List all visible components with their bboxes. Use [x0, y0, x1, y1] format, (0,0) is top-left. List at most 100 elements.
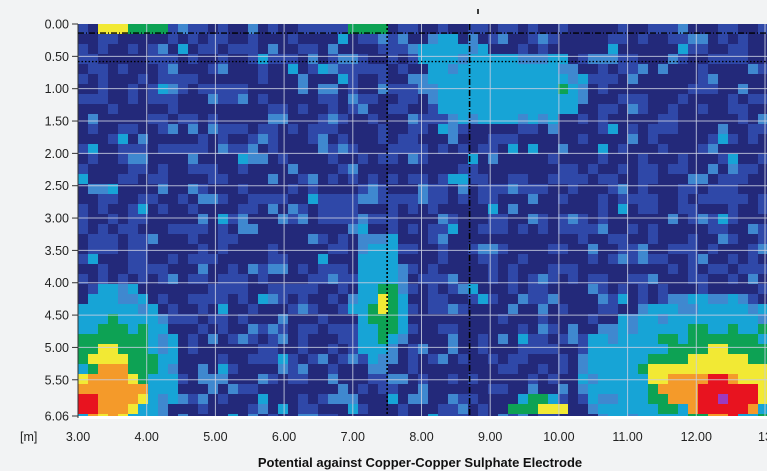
heatmap-cell [728, 334, 738, 344]
heatmap-cell [188, 344, 198, 354]
heatmap-cell [358, 344, 368, 354]
heatmap-cell [738, 414, 748, 416]
heatmap-cell [458, 44, 468, 54]
heatmap-cell [98, 374, 108, 384]
heatmap-cell [648, 344, 658, 354]
heatmap-cell [368, 314, 378, 324]
heatmap-cell [98, 44, 108, 54]
heatmap-cell [138, 154, 148, 164]
heatmap-cell [628, 94, 638, 104]
heatmap-cell [378, 124, 388, 134]
heatmap-cell [648, 194, 658, 204]
heatmap-cell [568, 64, 578, 74]
heatmap-cell [568, 164, 578, 174]
heatmap-cell [528, 194, 538, 204]
heatmap-cell [698, 74, 708, 84]
heatmap-cell [698, 214, 708, 224]
heatmap-cell [238, 384, 248, 394]
heatmap-cell [708, 344, 718, 354]
heatmap-cell [328, 244, 338, 254]
heatmap-cell [698, 334, 708, 344]
heatmap-cell [508, 204, 518, 214]
heatmap-cell [358, 224, 368, 234]
heatmap-cell [478, 224, 488, 234]
heatmap-cell [388, 394, 398, 404]
heatmap-cell [88, 124, 98, 134]
heatmap-cell [108, 244, 118, 254]
heatmap-cell [148, 24, 158, 34]
heatmap-cell [668, 304, 678, 314]
heatmap-cell [538, 304, 548, 314]
heatmap-cell [148, 384, 158, 394]
heatmap-cell [618, 384, 628, 394]
heatmap-cell [388, 214, 398, 224]
heatmap-cell [598, 284, 608, 294]
heatmap-cell [328, 124, 338, 134]
heatmap-cell [538, 314, 548, 324]
heatmap-cell [188, 224, 198, 234]
heatmap-cell [128, 314, 138, 324]
heatmap-cell [518, 294, 528, 304]
heatmap-cell [608, 344, 618, 354]
heatmap-cell [468, 394, 478, 404]
heatmap-cell [488, 384, 498, 394]
heatmap-cell [698, 284, 708, 294]
heatmap-cell [728, 394, 738, 404]
heatmap-cell [258, 294, 268, 304]
heatmap-cell [458, 284, 468, 294]
heatmap-cell [358, 154, 368, 164]
heatmap-cell [508, 134, 518, 144]
heatmap-cell [218, 324, 228, 334]
heatmap-cell [678, 314, 688, 324]
heatmap-cell [518, 184, 528, 194]
heatmap-cell [618, 314, 628, 324]
heatmap-cell [208, 314, 218, 324]
heatmap-cell [308, 304, 318, 314]
heatmap-cell [368, 194, 378, 204]
heatmap-cell [668, 374, 678, 384]
heatmap-cell [408, 354, 418, 364]
heatmap-cell [558, 214, 568, 224]
heatmap-cell [578, 354, 588, 364]
heatmap-cell [358, 314, 368, 324]
heatmap-cell [208, 374, 218, 384]
heatmap-cell [78, 54, 88, 64]
heatmap-cell [628, 244, 638, 254]
heatmap-cell [488, 214, 498, 224]
heatmap-cell [408, 394, 418, 404]
heatmap-cell [448, 344, 458, 354]
heatmap-cell [598, 114, 608, 124]
heatmap-cell [188, 204, 198, 214]
heatmap-cell [168, 314, 178, 324]
heatmap-cell [278, 214, 288, 224]
heatmap-cell [698, 194, 708, 204]
heatmap-cell [518, 114, 528, 124]
heatmap-cell [478, 334, 488, 344]
heatmap-cell [128, 304, 138, 314]
heatmap-cell [758, 224, 767, 234]
heatmap-cell [138, 414, 148, 416]
heatmap-cell [618, 284, 628, 294]
heatmap-cell [638, 384, 648, 394]
heatmap-cell [138, 374, 148, 384]
heatmap-cell [208, 254, 218, 264]
heatmap-cell [178, 44, 188, 54]
heatmap-cell [198, 224, 208, 234]
heatmap-cell [468, 104, 478, 114]
heatmap-cell [138, 334, 148, 344]
x-axis-title: Potential against Copper-Copper Sulphate… [258, 455, 582, 470]
heatmap-cell [108, 384, 118, 394]
heatmap-cell [368, 284, 378, 294]
heatmap-cell [678, 364, 688, 374]
heatmap-cell [448, 394, 458, 404]
heatmap-cell [438, 194, 448, 204]
heatmap-cell [708, 244, 718, 254]
heatmap-cell [268, 114, 278, 124]
heatmap-cell [328, 214, 338, 224]
heatmap-cell [98, 394, 108, 404]
heatmap-cell [628, 254, 638, 264]
heatmap-cell [138, 294, 148, 304]
heatmap-cell [138, 134, 148, 144]
heatmap-cell [328, 324, 338, 334]
heatmap-cell [88, 144, 98, 154]
